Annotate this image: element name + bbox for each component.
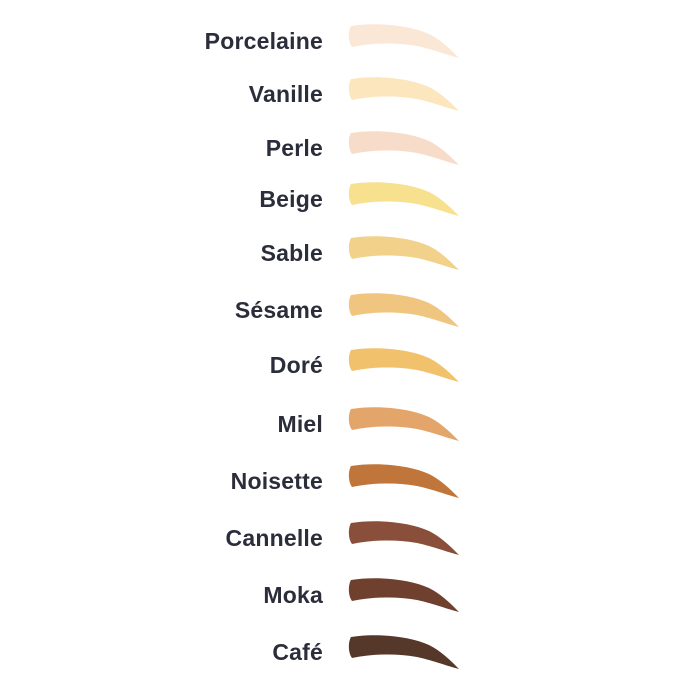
- shade-name: Café: [272, 639, 323, 665]
- shade-name: Vanille: [248, 81, 323, 107]
- shade-name: Beige: [259, 186, 323, 212]
- shade-row: Doré: [0, 346, 700, 386]
- swatch-stroke: [348, 293, 459, 327]
- shade-swatch: [348, 407, 459, 441]
- swatch-stroke: [348, 521, 459, 555]
- shade-swatch: [348, 131, 459, 165]
- swatch-stroke: [348, 578, 459, 612]
- shade-row: Sésame: [0, 291, 700, 331]
- swatch-stroke: [348, 131, 459, 165]
- swatch-stroke: [348, 464, 459, 498]
- swatch-stroke: [348, 24, 459, 58]
- shade-name: Miel: [277, 411, 323, 437]
- shade-row: Sable: [0, 234, 700, 274]
- shade-swatch: [348, 464, 459, 498]
- swatch-stroke: [348, 348, 459, 382]
- shade-row: Noisette: [0, 462, 700, 502]
- shade-row: Perle: [0, 129, 700, 169]
- shade-swatch: [348, 293, 459, 327]
- swatch-stroke: [348, 635, 459, 669]
- shade-name: Cannelle: [225, 525, 323, 551]
- shade-name: Sésame: [234, 297, 323, 323]
- shade-swatch: [348, 24, 459, 58]
- shade-swatch: [348, 182, 459, 216]
- shade-row: Miel: [0, 405, 700, 445]
- shade-row: Cannelle: [0, 519, 700, 559]
- shade-row: Beige: [0, 180, 700, 220]
- swatch-stroke: [348, 236, 459, 270]
- swatch-stroke: [348, 77, 459, 111]
- shade-row: Porcelaine: [0, 22, 700, 62]
- shade-name: Perle: [265, 135, 323, 161]
- shade-swatch: [348, 236, 459, 270]
- shade-name: Sable: [260, 240, 323, 266]
- shade-name: Doré: [269, 352, 323, 378]
- swatch-stroke: [348, 182, 459, 216]
- shade-row: Vanille: [0, 75, 700, 115]
- shade-swatch: [348, 578, 459, 612]
- shade-name: Porcelaine: [204, 28, 323, 54]
- shade-swatch: [348, 77, 459, 111]
- shade-name: Noisette: [230, 468, 323, 494]
- shade-row: Moka: [0, 576, 700, 616]
- shade-swatch: [348, 635, 459, 669]
- shade-name: Moka: [263, 582, 323, 608]
- swatch-stroke: [348, 407, 459, 441]
- shade-swatch: [348, 521, 459, 555]
- shade-row: Café: [0, 633, 700, 673]
- shade-swatch: [348, 348, 459, 382]
